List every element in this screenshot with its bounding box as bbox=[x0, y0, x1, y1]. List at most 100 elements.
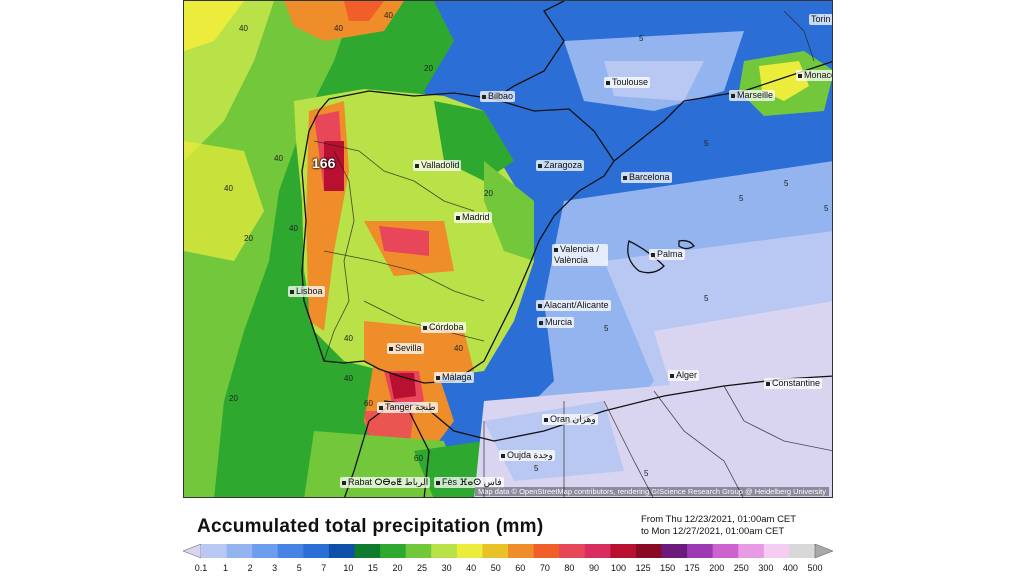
legend-tick-label: 300 bbox=[758, 563, 774, 573]
legend-tick-label: 5 bbox=[296, 563, 302, 573]
legend-tick-label: 70 bbox=[539, 563, 550, 573]
legend-tick-label: 150 bbox=[660, 563, 676, 573]
city-label-murcia[interactable]: Murcia bbox=[537, 317, 575, 328]
legend-tick-label: 15 bbox=[367, 563, 378, 573]
legend-tick-label: 7 bbox=[321, 563, 327, 573]
svg-text:40: 40 bbox=[454, 344, 463, 353]
svg-text:20: 20 bbox=[244, 234, 253, 243]
city-label-constantine[interactable]: Constantine bbox=[764, 378, 823, 389]
legend-tick-label: 1 bbox=[223, 563, 229, 573]
legend-swatch bbox=[712, 544, 739, 558]
legend-arrow-high bbox=[814, 543, 833, 559]
map-attribution: Map data © OpenStreetMap contributors, r… bbox=[475, 487, 829, 496]
city-label-marseille[interactable]: Marseille bbox=[729, 90, 776, 101]
city-label-cordoba[interactable]: Córdoba bbox=[421, 322, 466, 333]
svg-text:5: 5 bbox=[639, 34, 644, 43]
svg-text:40: 40 bbox=[239, 24, 248, 33]
legend-swatch bbox=[303, 544, 330, 558]
svg-text:20: 20 bbox=[229, 394, 238, 403]
city-label-alicante[interactable]: Alacant/Alicante bbox=[536, 300, 611, 311]
city-label-torin[interactable]: Torin bbox=[809, 14, 832, 25]
legend-swatch bbox=[610, 544, 637, 558]
svg-text:5: 5 bbox=[704, 294, 709, 303]
legend-tick-label: 80 bbox=[564, 563, 575, 573]
legend-tick-label: 30 bbox=[441, 563, 452, 573]
forecast-period: From Thu 12/23/2021, 01:00am CET to Mon … bbox=[641, 514, 796, 538]
legend-swatch bbox=[635, 544, 662, 558]
legend-swatch bbox=[201, 544, 228, 558]
legend-tick-label: 400 bbox=[782, 563, 798, 573]
legend-tick-labels: 0.1 1 2 3 5 7 10 15 20 25 30 40 50 60 70 80 90 100 125 150 1… bbox=[183, 563, 833, 575]
legend-swatch bbox=[380, 544, 407, 558]
city-label-zaragoza[interactable]: Zaragoza bbox=[536, 160, 585, 171]
city-label-valladolid[interactable]: Valladolid bbox=[413, 160, 462, 171]
map-fields: 40 40 40 40 40 40 40 40 40 60 60 20 20 20 20 5 5 5 5… bbox=[184, 1, 832, 497]
legend-tick-label: 500 bbox=[807, 563, 823, 573]
legend-tick-label: 10 bbox=[343, 563, 354, 573]
legend-tick-label: 25 bbox=[417, 563, 428, 573]
svg-text:40: 40 bbox=[334, 24, 343, 33]
svg-text:5: 5 bbox=[704, 139, 709, 148]
legend-tick-label: 60 bbox=[515, 563, 526, 573]
legend-swatch bbox=[559, 544, 586, 558]
city-label-sevilla[interactable]: Sevilla bbox=[387, 343, 424, 354]
city-label-madrid[interactable]: Madrid bbox=[454, 212, 492, 223]
city-label-oran[interactable]: Oran وهران bbox=[542, 414, 598, 425]
legend-tick-label: 90 bbox=[588, 563, 599, 573]
svg-text:5: 5 bbox=[604, 324, 609, 333]
svg-text:5: 5 bbox=[784, 179, 789, 188]
city-label-tanger[interactable]: Tanger طنجة bbox=[377, 402, 438, 413]
city-label-toulouse[interactable]: Toulouse bbox=[604, 77, 651, 88]
legend-arrow-low bbox=[183, 543, 202, 559]
city-label-alger[interactable]: Alger bbox=[668, 370, 700, 381]
legend-swatch bbox=[328, 544, 355, 558]
city-label-palma[interactable]: Palma bbox=[649, 249, 685, 260]
svg-text:40: 40 bbox=[344, 374, 353, 383]
svg-text:40: 40 bbox=[224, 184, 233, 193]
legend-tick-label: 100 bbox=[611, 563, 627, 573]
legend-tick-label: 50 bbox=[490, 563, 501, 573]
city-label-monaco[interactable]: Monaco bbox=[796, 70, 832, 81]
city-label-barcelona[interactable]: Barcelona bbox=[621, 172, 672, 183]
legend-swatch bbox=[354, 544, 381, 558]
legend-swatch bbox=[508, 544, 535, 558]
svg-text:5: 5 bbox=[534, 464, 539, 473]
city-label-bilbao[interactable]: Bilbao bbox=[480, 91, 516, 102]
svg-text:5: 5 bbox=[824, 204, 829, 213]
legend-swatch bbox=[482, 544, 509, 558]
legend-swatch bbox=[789, 544, 816, 558]
city-label-lisboa[interactable]: Lisboa bbox=[288, 286, 325, 297]
city-label-valencia[interactable]: Valencia / València bbox=[552, 244, 608, 266]
legend-tick-label: 20 bbox=[392, 563, 403, 573]
legend-tick-label: 250 bbox=[733, 563, 749, 573]
svg-text:40: 40 bbox=[274, 154, 283, 163]
svg-text:20: 20 bbox=[484, 189, 493, 198]
legend-tick-label: 200 bbox=[709, 563, 725, 573]
legend-swatch bbox=[533, 544, 560, 558]
legend-tick-label: 40 bbox=[466, 563, 477, 573]
legend-tick-label: 175 bbox=[684, 563, 700, 573]
svg-text:5: 5 bbox=[644, 469, 649, 478]
city-label-malaga[interactable]: Málaga bbox=[434, 372, 474, 383]
legend-tick-label: 2 bbox=[247, 563, 253, 573]
chart-title: Accumulated total precipitation (mm) bbox=[197, 516, 544, 537]
legend-swatch bbox=[738, 544, 765, 558]
city-label-fes[interactable]: Fès ⴼⴰⵙ فاس bbox=[434, 477, 504, 488]
legend-swatch bbox=[763, 544, 790, 558]
color-scale-legend bbox=[183, 543, 833, 559]
city-label-rabat[interactable]: Rabat ⵔⴱⴰⵟ الرباط bbox=[340, 477, 431, 488]
legend-swatch bbox=[584, 544, 611, 558]
city-label-oujda[interactable]: Oujda وجدة bbox=[499, 450, 555, 461]
legend-swatch bbox=[277, 544, 304, 558]
svg-text:40: 40 bbox=[289, 224, 298, 233]
legend-swatch bbox=[431, 544, 458, 558]
legend-swatch bbox=[226, 544, 253, 558]
svg-text:40: 40 bbox=[384, 11, 393, 20]
svg-text:60: 60 bbox=[414, 454, 423, 463]
period-from: From Thu 12/23/2021, 01:00am CET bbox=[641, 514, 797, 525]
period-to: to Mon 12/27/2021, 01:00am CET bbox=[641, 526, 785, 537]
legend-tick-label: 0.1 bbox=[194, 563, 208, 573]
precipitation-map[interactable]: 40 40 40 40 40 40 40 40 40 60 60 20 20 20 20 5 5 5 5… bbox=[183, 0, 833, 498]
svg-text:5: 5 bbox=[739, 194, 744, 203]
legend-swatch bbox=[252, 544, 279, 558]
